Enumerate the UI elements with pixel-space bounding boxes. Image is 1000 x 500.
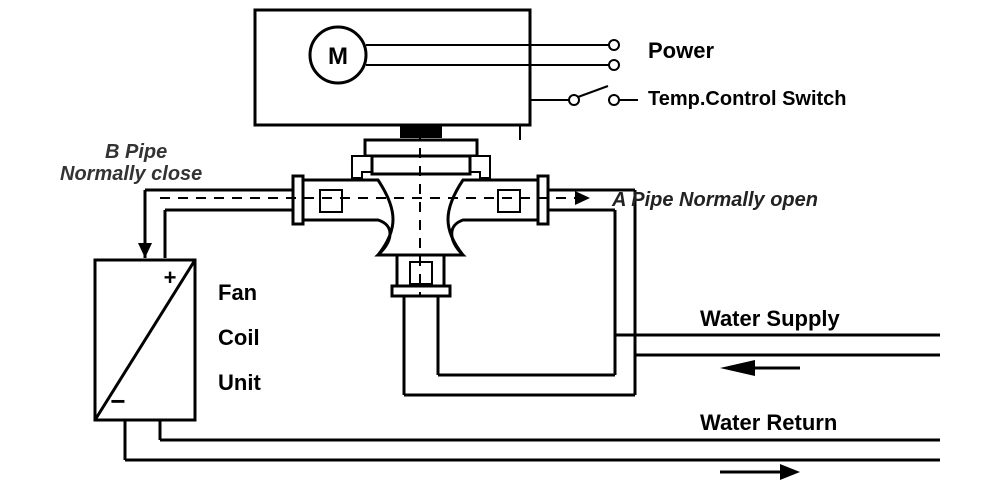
fcu-label-coil: Coil (218, 325, 260, 350)
switch-arm (578, 86, 608, 97)
switch-terminal-b (609, 95, 619, 105)
switch-terminal-a (569, 95, 579, 105)
motor-label: M (328, 43, 348, 70)
b-pipe-label-1: B Pipe (105, 141, 167, 163)
fcu-plus: + (164, 265, 177, 290)
power-terminal-2 (609, 60, 619, 70)
supply-arrow (720, 360, 755, 376)
water-return-label: Water Return (700, 410, 837, 435)
return-arrow (780, 464, 800, 480)
a-pipe-label: A Pipe Normally open (611, 189, 818, 211)
mount-bolt-left (352, 156, 372, 178)
fcu-label-unit: Unit (218, 370, 261, 395)
actuator-box (255, 10, 530, 125)
port-insert-left (320, 190, 342, 212)
fcu-minus: − (110, 386, 125, 416)
power-terminal-1 (609, 40, 619, 50)
mount-bolt-right (470, 156, 490, 178)
temp-switch-label: Temp.Control Switch (648, 88, 847, 110)
power-label: Power (648, 38, 714, 63)
port-insert-right (498, 190, 520, 212)
pipe-b-arrowhead (138, 243, 152, 258)
fcu-label-fan: Fan (218, 280, 257, 305)
valve-wiring-diagram: M Power Temp.Control Switch (0, 0, 1000, 500)
port-left-ring (293, 176, 303, 224)
port-right-ring (538, 176, 548, 224)
water-supply-label: Water Supply (700, 306, 841, 331)
b-pipe-label-2: Normally close (60, 163, 202, 185)
flow-dash-arrow (575, 191, 590, 205)
